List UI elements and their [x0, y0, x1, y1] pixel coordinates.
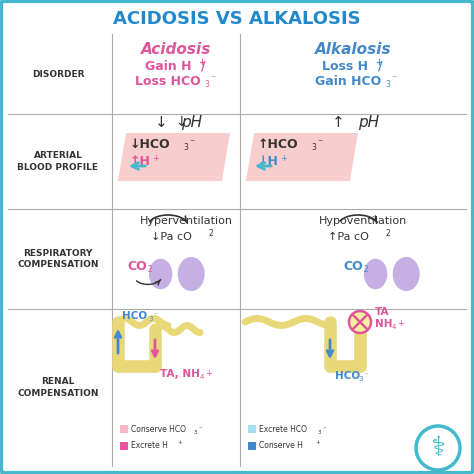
- Text: RENAL
COMPENSATION: RENAL COMPENSATION: [17, 377, 99, 398]
- Bar: [120, 425, 128, 433]
- Text: +: +: [152, 154, 159, 163]
- Text: 3: 3: [204, 80, 209, 89]
- Text: ↑HCO: ↑HCO: [258, 137, 299, 151]
- Text: 3: 3: [148, 316, 153, 322]
- Text: ⁻: ⁻: [317, 138, 322, 148]
- Text: pH: pH: [181, 115, 202, 129]
- Text: CO: CO: [127, 259, 147, 273]
- Text: 3: 3: [311, 143, 316, 152]
- Bar: [248, 442, 256, 450]
- Text: ↓: ↓: [176, 115, 212, 129]
- Text: Excrete HCO: Excrete HCO: [259, 425, 307, 434]
- Text: 2: 2: [209, 229, 214, 238]
- Text: Conserve HCO: Conserve HCO: [131, 425, 186, 434]
- Text: Alkalosis: Alkalosis: [315, 42, 392, 56]
- Text: 4: 4: [200, 374, 204, 380]
- Polygon shape: [246, 133, 358, 181]
- Text: ACIDOSIS VS ALKALOSIS: ACIDOSIS VS ALKALOSIS: [113, 10, 361, 28]
- Text: TA, NH: TA, NH: [160, 369, 200, 379]
- Text: ⁻: ⁻: [152, 310, 156, 319]
- Text: Loss H: Loss H: [322, 60, 368, 73]
- Circle shape: [349, 311, 371, 333]
- Text: ↑H: ↑H: [130, 155, 151, 167]
- Text: 3: 3: [318, 429, 321, 435]
- Circle shape: [416, 426, 460, 470]
- Text: 2: 2: [364, 264, 369, 273]
- Text: Loss HCO: Loss HCO: [135, 74, 201, 88]
- Text: 3: 3: [385, 80, 390, 89]
- Text: 4: 4: [392, 324, 396, 330]
- Bar: [248, 425, 256, 433]
- Text: Acidosis: Acidosis: [141, 42, 211, 56]
- Text: 3: 3: [194, 429, 198, 435]
- Text: Hyperventilation: Hyperventilation: [139, 216, 233, 226]
- Text: ↓: ↓: [155, 115, 167, 129]
- Text: /: /: [378, 60, 383, 73]
- Text: ARTERIAL
BLOOD PROFILE: ARTERIAL BLOOD PROFILE: [18, 152, 99, 172]
- Text: ↓Pa cO: ↓Pa cO: [151, 232, 191, 242]
- Text: ⁻: ⁻: [323, 426, 327, 432]
- Text: /: /: [201, 60, 206, 73]
- Text: +: +: [205, 368, 212, 377]
- Text: ↑Pa cO: ↑Pa cO: [328, 232, 368, 242]
- Text: +: +: [280, 154, 287, 163]
- Polygon shape: [118, 133, 230, 181]
- Text: 3: 3: [183, 143, 188, 152]
- Text: RESPIRATORY
COMPENSATION: RESPIRATORY COMPENSATION: [17, 249, 99, 269]
- Text: +: +: [198, 57, 205, 66]
- Text: ⁻: ⁻: [199, 426, 203, 432]
- Text: 3: 3: [358, 376, 363, 382]
- Text: DISORDER: DISORDER: [32, 70, 84, 79]
- Text: CO: CO: [343, 259, 363, 273]
- Text: 2: 2: [386, 229, 391, 238]
- Text: ⁻: ⁻: [363, 371, 367, 380]
- Text: ↓H: ↓H: [258, 155, 279, 167]
- Text: ⁻: ⁻: [391, 74, 396, 84]
- Text: TA: TA: [375, 307, 390, 317]
- Text: ⁻: ⁻: [189, 138, 194, 148]
- Text: Gain HCO: Gain HCO: [315, 74, 381, 88]
- Text: Conserve H: Conserve H: [259, 441, 303, 450]
- Text: +: +: [397, 319, 404, 328]
- Text: ↑: ↑: [332, 115, 345, 129]
- Text: HCO: HCO: [122, 311, 147, 321]
- Text: HCO: HCO: [335, 371, 360, 381]
- Ellipse shape: [392, 257, 419, 291]
- Bar: [120, 442, 128, 450]
- Text: Gain H: Gain H: [145, 60, 191, 73]
- Text: Excrete H: Excrete H: [131, 441, 168, 450]
- Ellipse shape: [178, 257, 205, 291]
- Text: +: +: [315, 440, 320, 446]
- Ellipse shape: [149, 259, 173, 289]
- Text: ↓HCO: ↓HCO: [130, 137, 171, 151]
- Text: +: +: [375, 57, 382, 66]
- Text: NH: NH: [375, 319, 392, 329]
- Text: ⁻: ⁻: [210, 74, 215, 84]
- Ellipse shape: [364, 259, 387, 289]
- Text: 2: 2: [148, 264, 153, 273]
- Text: +: +: [177, 440, 182, 446]
- Text: ⚕: ⚕: [430, 434, 446, 462]
- Text: pH: pH: [358, 115, 379, 129]
- Text: Hypoventilation: Hypoventilation: [319, 216, 407, 226]
